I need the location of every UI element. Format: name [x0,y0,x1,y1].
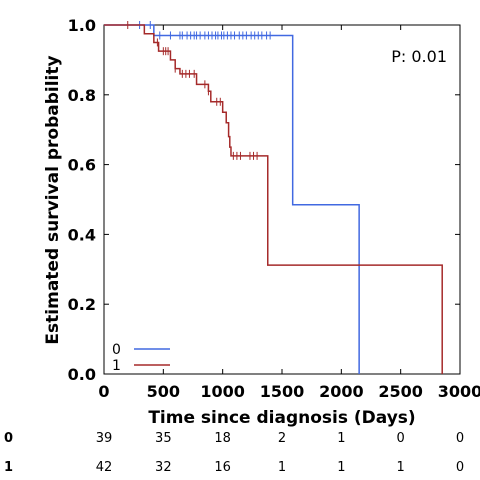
x-tick-label: 2500 [378,382,423,401]
risk-count: 1 [337,460,345,475]
risk-table: 0 39 35 18 2 1 0 0 1 42 32 16 1 1 1 0 [4,431,464,475]
risk-count: 2 [278,431,286,446]
risk-count: 0 [456,431,464,446]
x-tick-label: 1500 [260,382,305,401]
risk-count: 35 [155,431,172,446]
legend-label: 1 [112,358,121,374]
legend: 01 [112,342,170,374]
y-axis-title: Estimated survival probability [43,55,63,344]
risk-count: 32 [155,460,172,475]
risk-count: 0 [456,460,464,475]
x-axis-title: Time since diagnosis (Days) [148,408,415,428]
survival-curve-0 [104,24,360,374]
risk-count: 42 [96,460,113,475]
risk-count: 1 [278,460,286,475]
risk-count: 0 [397,431,405,446]
risk-count: 39 [96,431,113,446]
risk-count: 16 [214,460,231,475]
x-tick-label: 2000 [319,382,364,401]
p-value-annotation: P: 0.01 [391,47,447,66]
plot-frame [103,24,461,375]
y-tick-label: 0.2 [68,295,96,314]
x-tick-label: 0 [98,382,109,401]
x-tick-label: 1000 [200,382,245,401]
legend-label: 0 [112,342,121,358]
y-tick-label: 0.8 [68,86,96,105]
x-tick-label: 500 [147,382,180,401]
risk-row-label: 0 [4,431,13,446]
risk-count: 1 [397,460,405,475]
y-tick-label: 0.6 [68,156,96,175]
x-tick-label: 3000 [438,382,480,401]
y-tick-label: 0.4 [68,225,96,244]
risk-count: 1 [337,431,345,446]
y-tick-label: 0.0 [68,365,96,384]
survival-curve-1 [104,24,443,374]
y-tick-label: 1.0 [68,16,96,35]
risk-row-label: 1 [4,460,13,475]
risk-count: 18 [214,431,231,446]
